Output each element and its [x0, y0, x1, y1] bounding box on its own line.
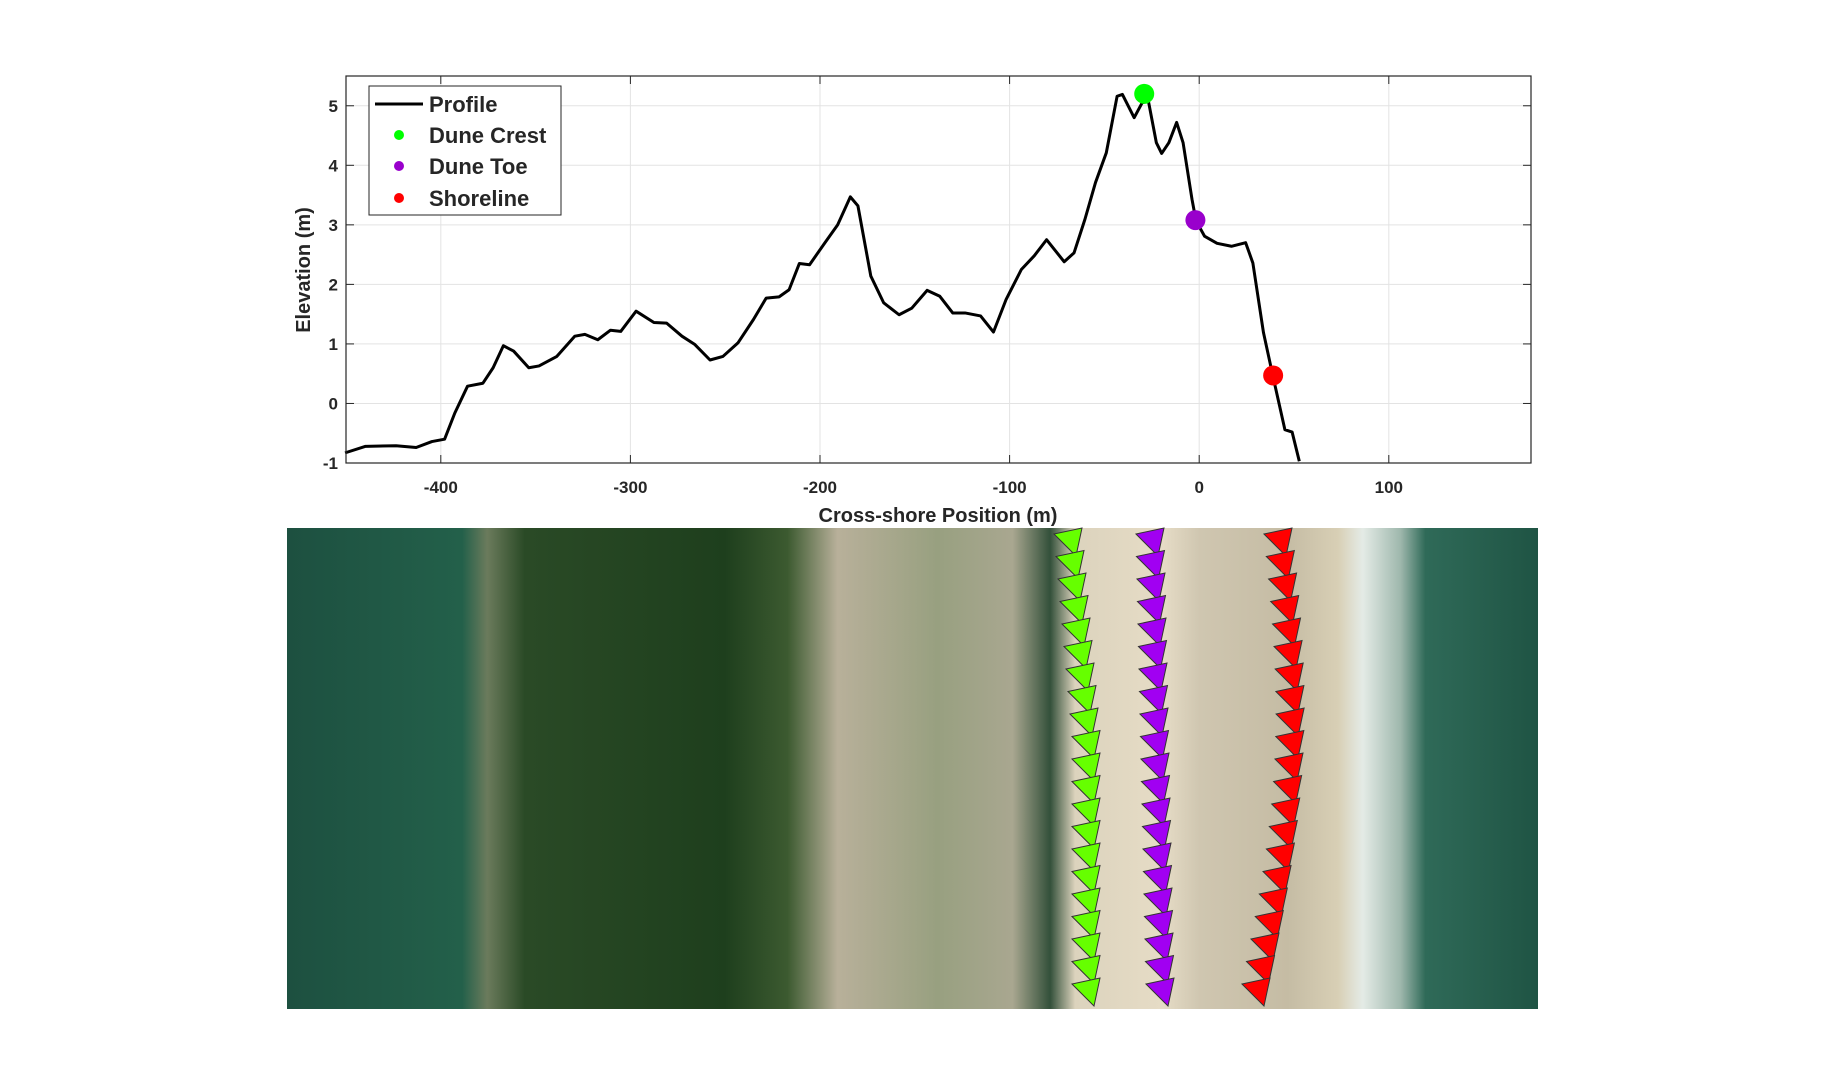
dune-toe-marker: [1142, 887, 1173, 918]
ticks: -400 -300 -200 -100 0 100 -1 0 1 2 3 4 5: [323, 76, 1531, 497]
y-axis-label: Elevation (m): [293, 207, 315, 333]
dune-toe-marker: [1135, 549, 1166, 580]
profile-plot: -400 -300 -200 -100 0 100 -1 0 1 2 3 4 5 Cross-shore…: [293, 75, 1532, 527]
dune-toe-marker: [1144, 954, 1175, 985]
dune-toe-point: [1185, 210, 1206, 231]
shoreline-marker: [1265, 549, 1295, 580]
y-tick-label: 3: [329, 216, 338, 235]
dune-toe-marker: [1134, 527, 1165, 558]
shoreline-marker: [1274, 684, 1305, 715]
dune-toe-marker: [1144, 977, 1175, 1008]
dune-crest-point: [1134, 83, 1155, 104]
dune-toe-marker: [1138, 684, 1169, 715]
dune-crest-marker: [1070, 954, 1101, 985]
dune-crest-marker: [1070, 909, 1101, 940]
dune-toe-marker: [1139, 729, 1170, 760]
x-tick-label: 100: [1375, 478, 1403, 497]
dune-toe-marker: [1138, 707, 1169, 738]
dune-toe-marker: [1141, 842, 1172, 873]
dune-crest-marker: [1068, 707, 1099, 738]
dune-crest-marker: [1054, 549, 1085, 580]
shoreline-marker: [1273, 639, 1303, 670]
axes-box: [345, 75, 1532, 464]
dune-toe-marker: [1142, 864, 1173, 895]
dune-toe-marker: [1137, 639, 1168, 670]
dune-crest-marker: [1052, 527, 1083, 558]
shoreline-point: [1263, 365, 1284, 386]
legend-shoreline-swatch: [394, 193, 404, 203]
shoreline-marker: [1258, 887, 1288, 918]
x-tick-label: -400: [424, 478, 458, 497]
aerial-photo: [287, 528, 1538, 1009]
dune-crest-marker: [1070, 752, 1101, 783]
shoreline-marker: [1275, 707, 1305, 738]
dune-crest-marker: [1070, 774, 1101, 805]
dune-crest-marker: [1060, 617, 1091, 648]
dune-toe-marker: [1143, 909, 1174, 940]
dune-toe-marker: [1139, 752, 1170, 783]
shoreline-marker: [1274, 662, 1304, 693]
shoreline-marker: [1270, 797, 1301, 828]
dune-toe-marker: [1140, 774, 1171, 805]
x-tick-label: -100: [993, 478, 1027, 497]
shoreline-marker: [1249, 932, 1280, 963]
feature-points: [1134, 83, 1284, 386]
x-axis-label: Cross-shore Position (m): [819, 505, 1058, 527]
dune-crest-marker: [1066, 684, 1097, 715]
dune-crest-marker: [1070, 819, 1101, 850]
x-tick-label: -200: [803, 478, 837, 497]
shoreline-marker: [1267, 572, 1298, 603]
dune-crest-marker: [1070, 797, 1101, 828]
dune-crest-marker: [1070, 842, 1101, 873]
y-tick-label: 4: [329, 156, 339, 175]
dune-toe-marker: [1141, 819, 1172, 850]
shoreline-marker: [1262, 527, 1293, 558]
dune-crest-marker: [1070, 977, 1101, 1008]
dune-crest-marker: [1070, 729, 1101, 760]
shoreline-marker: [1245, 954, 1276, 985]
dune-crest-marker: [1070, 864, 1101, 895]
shoreline-marker: [1262, 864, 1292, 895]
legend-dune-crest-label: Dune Crest: [429, 123, 547, 148]
shoreline-marker: [1274, 729, 1305, 760]
y-tick-label: 2: [329, 275, 338, 294]
legend: Profile Dune Crest Dune Toe Shoreline: [368, 85, 562, 216]
legend-profile-label: Profile: [429, 92, 497, 117]
x-tick-label: -300: [613, 478, 647, 497]
y-tick-label: 1: [329, 335, 338, 354]
dune-crest-marker: [1056, 572, 1087, 603]
aerial-image: [287, 527, 1538, 1009]
y-tick-label: -1: [323, 454, 338, 473]
shoreline-marker: [1254, 909, 1284, 940]
dune-crest-marker: [1062, 639, 1093, 670]
profile-line: [344, 92, 1301, 462]
dune-crest-marker: [1070, 887, 1101, 918]
shoreline-marker: [1272, 774, 1303, 805]
dune-toe-marker: [1135, 572, 1166, 603]
shoreline-marker: [1265, 842, 1296, 873]
legend-shoreline-label: Shoreline: [429, 186, 529, 211]
shoreline-marker: [1273, 752, 1304, 783]
dune-toe-marker: [1143, 932, 1174, 963]
dune-toe-marker: [1137, 662, 1168, 693]
shoreline-marker: [1271, 617, 1302, 648]
transect-markers: [1052, 527, 1305, 1008]
dune-toe-marker: [1136, 617, 1167, 648]
legend-dune-crest-swatch: [394, 130, 404, 140]
y-tick-label: 0: [329, 394, 338, 413]
dune-toe-marker: [1136, 594, 1167, 625]
shoreline-marker: [1240, 977, 1271, 1008]
dune-toe-marker: [1140, 797, 1171, 828]
legend-dune-toe-swatch: [394, 161, 404, 171]
x-tick-label: 0: [1194, 478, 1203, 497]
dune-crest-marker: [1064, 662, 1095, 693]
dune-crest-marker: [1058, 594, 1089, 625]
legend-dune-toe-label: Dune Toe: [429, 154, 528, 179]
dune-crest-marker: [1070, 932, 1101, 963]
shoreline-marker: [1269, 594, 1300, 625]
y-tick-label: 5: [329, 97, 338, 116]
shoreline-marker: [1268, 819, 1298, 850]
